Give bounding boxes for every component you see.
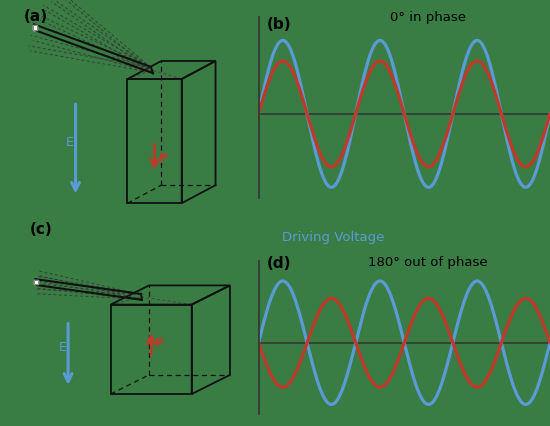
Text: (c): (c) [30, 222, 52, 236]
Text: Driving Voltage: Driving Voltage [282, 231, 384, 244]
Text: 0° in phase: 0° in phase [389, 11, 465, 24]
Text: E: E [65, 135, 73, 149]
Text: P: P [155, 337, 164, 351]
Text: (b): (b) [267, 17, 292, 32]
Bar [33, 26, 37, 29]
Text: (a): (a) [24, 9, 48, 24]
Text: P: P [158, 152, 168, 164]
Bar [33, 26, 37, 29]
Text: (d): (d) [267, 256, 292, 271]
Bar [34, 280, 38, 284]
Text: Piezoresponse: Piezoresponse [282, 268, 377, 280]
Bar [34, 280, 38, 284]
Text: 180° out of phase: 180° out of phase [368, 256, 487, 269]
Text: E: E [58, 341, 67, 354]
